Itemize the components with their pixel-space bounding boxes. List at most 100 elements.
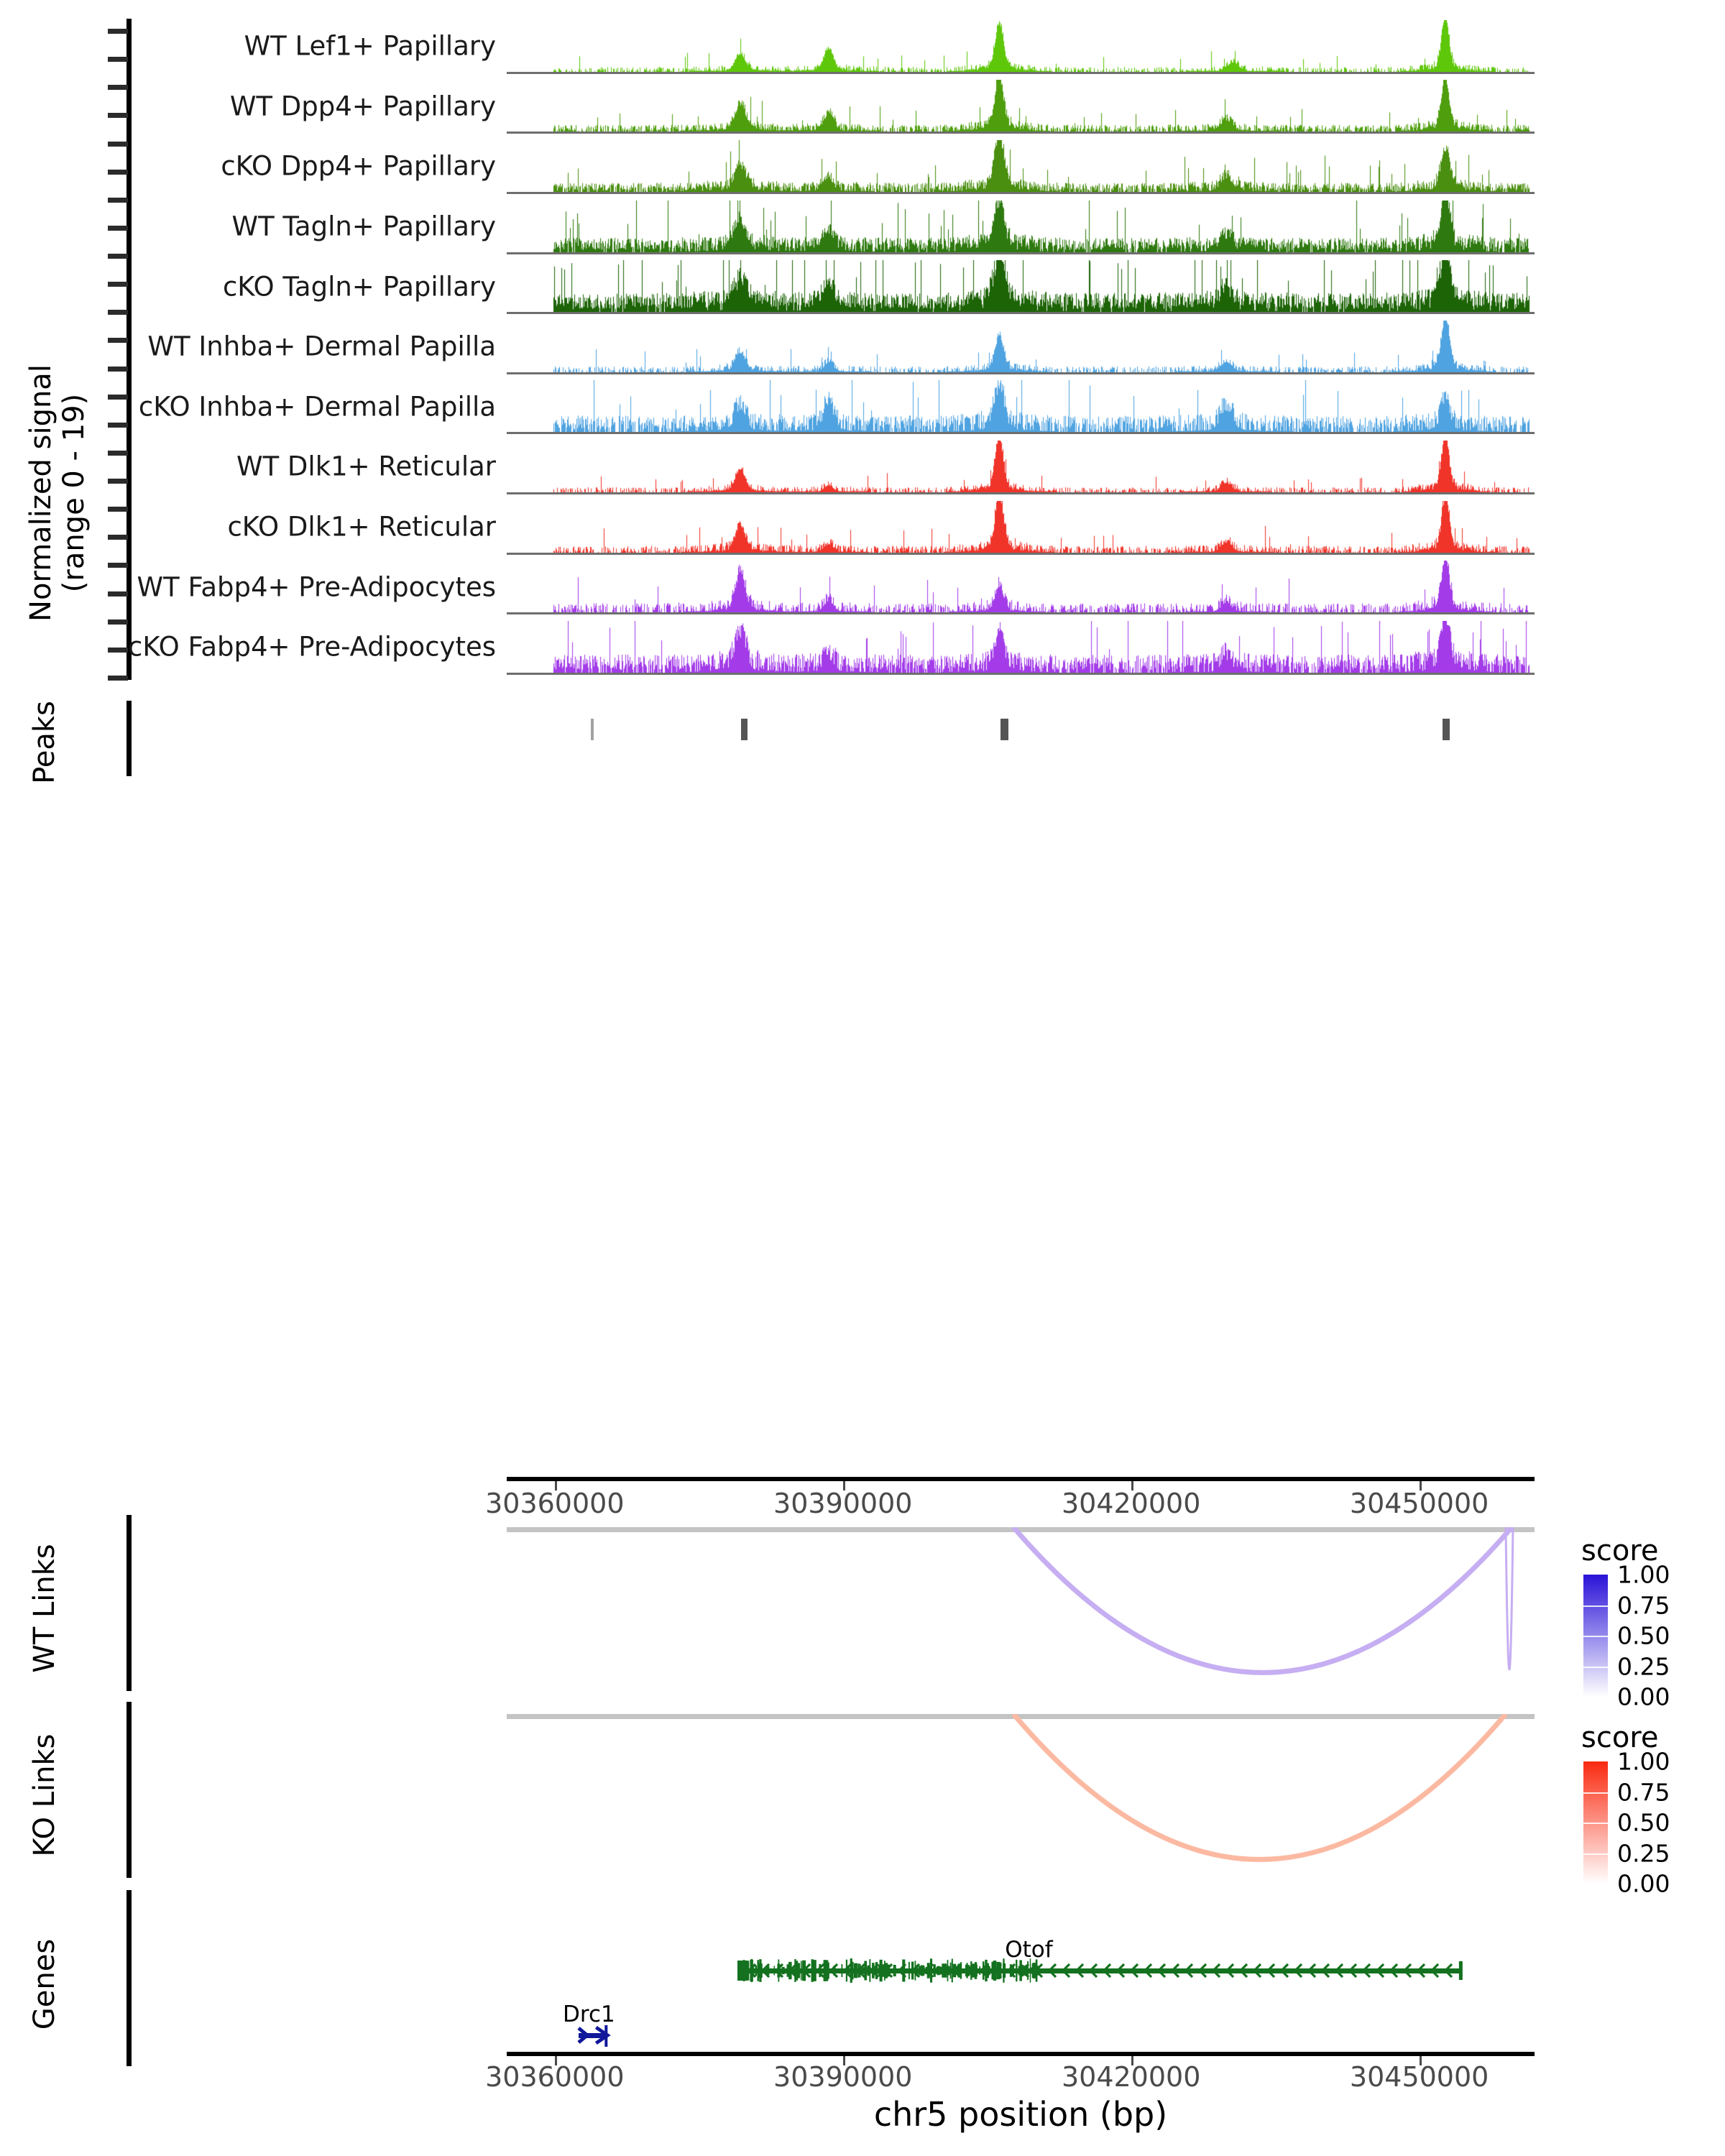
- genes-spine: [126, 1890, 132, 2066]
- coverage-signal: [507, 441, 1535, 493]
- coverage-signal: [507, 260, 1535, 313]
- peak-mark: [1000, 719, 1008, 740]
- coverage-track-label: WT Inhba+ Dermal Papilla: [147, 331, 496, 362]
- y-axis-tick: [108, 394, 128, 400]
- legend-notch: [1583, 1636, 1608, 1637]
- legend-title: score: [1581, 1721, 1659, 1754]
- coverage-signal: [507, 621, 1535, 673]
- x-axis-tick-label: 30450000: [1349, 2061, 1489, 2093]
- y-axis-tick: [108, 225, 128, 231]
- y-axis-tick: [108, 29, 128, 34]
- coverage-baseline: [507, 132, 1535, 134]
- y-axis-tick: [108, 169, 128, 175]
- coverage-signal: [507, 200, 1535, 252]
- x-axis-tick-label: 30360000: [485, 2061, 625, 2093]
- coverage-signal: [507, 380, 1535, 433]
- coverage-signal: [507, 19, 1535, 72]
- coverage-track-label: WT Tagln+ Papillary: [231, 211, 496, 242]
- y-axis-title-line2: (range 0 - 19): [58, 393, 91, 593]
- coverage-baseline: [507, 191, 1535, 194]
- coverage-baseline: [507, 432, 1535, 435]
- legend-tick-label: 0.25: [1617, 1839, 1670, 1867]
- legend-tick-label: 0.50: [1617, 1621, 1670, 1650]
- wt-link-arc: [1504, 1527, 1514, 1671]
- gene-name-label: Drc1: [563, 2001, 615, 2027]
- coverage-track-label: cKO Inhba+ Dermal Papilla: [138, 391, 496, 423]
- ko-link-arc: [1011, 1714, 1508, 1862]
- y-axis-tick: [108, 310, 128, 315]
- x-axis-tick-label: 30420000: [1061, 2061, 1201, 2093]
- peaks-spine: [126, 701, 132, 776]
- legend-tick-label: 0.00: [1617, 1682, 1670, 1711]
- y-axis-tick: [108, 676, 128, 681]
- peak-mark: [590, 719, 594, 740]
- x-axis-tick-top: [1419, 1481, 1422, 1491]
- y-axis-tick: [108, 647, 128, 653]
- legend-tick-label: 0.50: [1617, 1808, 1670, 1837]
- coverage-track-label: WT Dpp4+ Papillary: [229, 91, 496, 122]
- coverage-track-label: cKO Fabp4+ Pre-Adipocytes: [127, 631, 496, 663]
- x-axis-tick-label: 30390000: [773, 2061, 913, 2093]
- gene-features: [577, 2025, 611, 2047]
- coverage-baseline: [507, 492, 1535, 495]
- ko-links-section-label: KO Links: [28, 1733, 61, 1857]
- legend-tick-label: 0.75: [1617, 1778, 1670, 1806]
- x-axis-tick-bottom: [842, 2056, 845, 2065]
- x-axis-tick-top: [1131, 1481, 1133, 1491]
- y-axis-tick: [108, 366, 128, 372]
- gene-name-label: Otof: [1005, 1937, 1053, 1963]
- x-axis-tick-top: [554, 1481, 557, 1491]
- y-axis-tick: [108, 254, 128, 259]
- y-axis-tick: [108, 591, 128, 596]
- y-axis-tick: [108, 113, 128, 119]
- coverage-baseline: [507, 71, 1535, 74]
- coverage-baseline: [507, 312, 1535, 315]
- coverage-signal: [507, 500, 1535, 553]
- x-axis-title: chr5 position (bp): [873, 2095, 1168, 2134]
- legend-tick-label: 1.00: [1617, 1560, 1670, 1589]
- y-axis-tick: [108, 535, 128, 540]
- coverage-track-label: cKO Dpp4+ Papillary: [221, 150, 496, 182]
- legend-notch: [1583, 1792, 1608, 1794]
- coverage-signal: [507, 561, 1535, 613]
- coverage-track-label: WT Fabp4+ Pre-Adipocytes: [137, 571, 496, 603]
- x-axis-tick-label: 30360000: [485, 1488, 625, 1519]
- y-axis-tick: [108, 197, 128, 203]
- coverage-signal: [507, 320, 1535, 372]
- gene-features: [737, 1958, 1463, 1983]
- ko-links-baseline: [507, 1714, 1535, 1719]
- coverage-y-spine: [126, 19, 132, 680]
- x-axis-line-top: [507, 1477, 1535, 1481]
- coverage-track-label: cKO Dlk1+ Reticular: [227, 511, 496, 543]
- coverage-track-label: WT Dlk1+ Reticular: [236, 451, 496, 482]
- x-axis-tick-bottom: [1419, 2056, 1422, 2065]
- gene-body: [739, 1968, 1461, 1973]
- y-axis-tick: [108, 479, 128, 484]
- x-axis-tick-bottom: [1131, 2056, 1133, 2065]
- coverage-signal: [507, 139, 1535, 192]
- legend-notch: [1583, 1823, 1608, 1824]
- legend-title: score: [1581, 1534, 1659, 1567]
- legend-tick-label: 0.75: [1617, 1591, 1670, 1619]
- coverage-baseline: [507, 372, 1535, 374]
- legend-notch: [1583, 1666, 1608, 1668]
- coverage-track-label: WT Lef1+ Papillary: [244, 30, 496, 62]
- legend-tick-label: 0.25: [1617, 1652, 1670, 1680]
- legend-tick-label: 1.00: [1617, 1747, 1670, 1776]
- peaks-section-label: Peaks: [28, 701, 61, 784]
- x-axis-tick-top: [842, 1481, 845, 1491]
- y-axis-tick: [108, 141, 128, 147]
- y-axis-tick: [108, 57, 128, 63]
- peak-mark: [740, 719, 748, 740]
- x-axis-tick-label: 30450000: [1349, 1488, 1489, 1519]
- y-axis-tick: [108, 619, 128, 625]
- y-axis-tick: [108, 563, 128, 568]
- genes-section-label: Genes: [28, 1938, 61, 2030]
- legend-tick-label: 0.00: [1617, 1869, 1670, 1898]
- wt-links-arcs: [1011, 1527, 1514, 1675]
- coverage-baseline: [507, 252, 1535, 254]
- x-axis-tick-bottom: [554, 2056, 557, 2065]
- y-axis-tick: [108, 85, 128, 91]
- coverage-signal: [507, 80, 1535, 132]
- wt-links-section-label: WT Links: [28, 1544, 61, 1673]
